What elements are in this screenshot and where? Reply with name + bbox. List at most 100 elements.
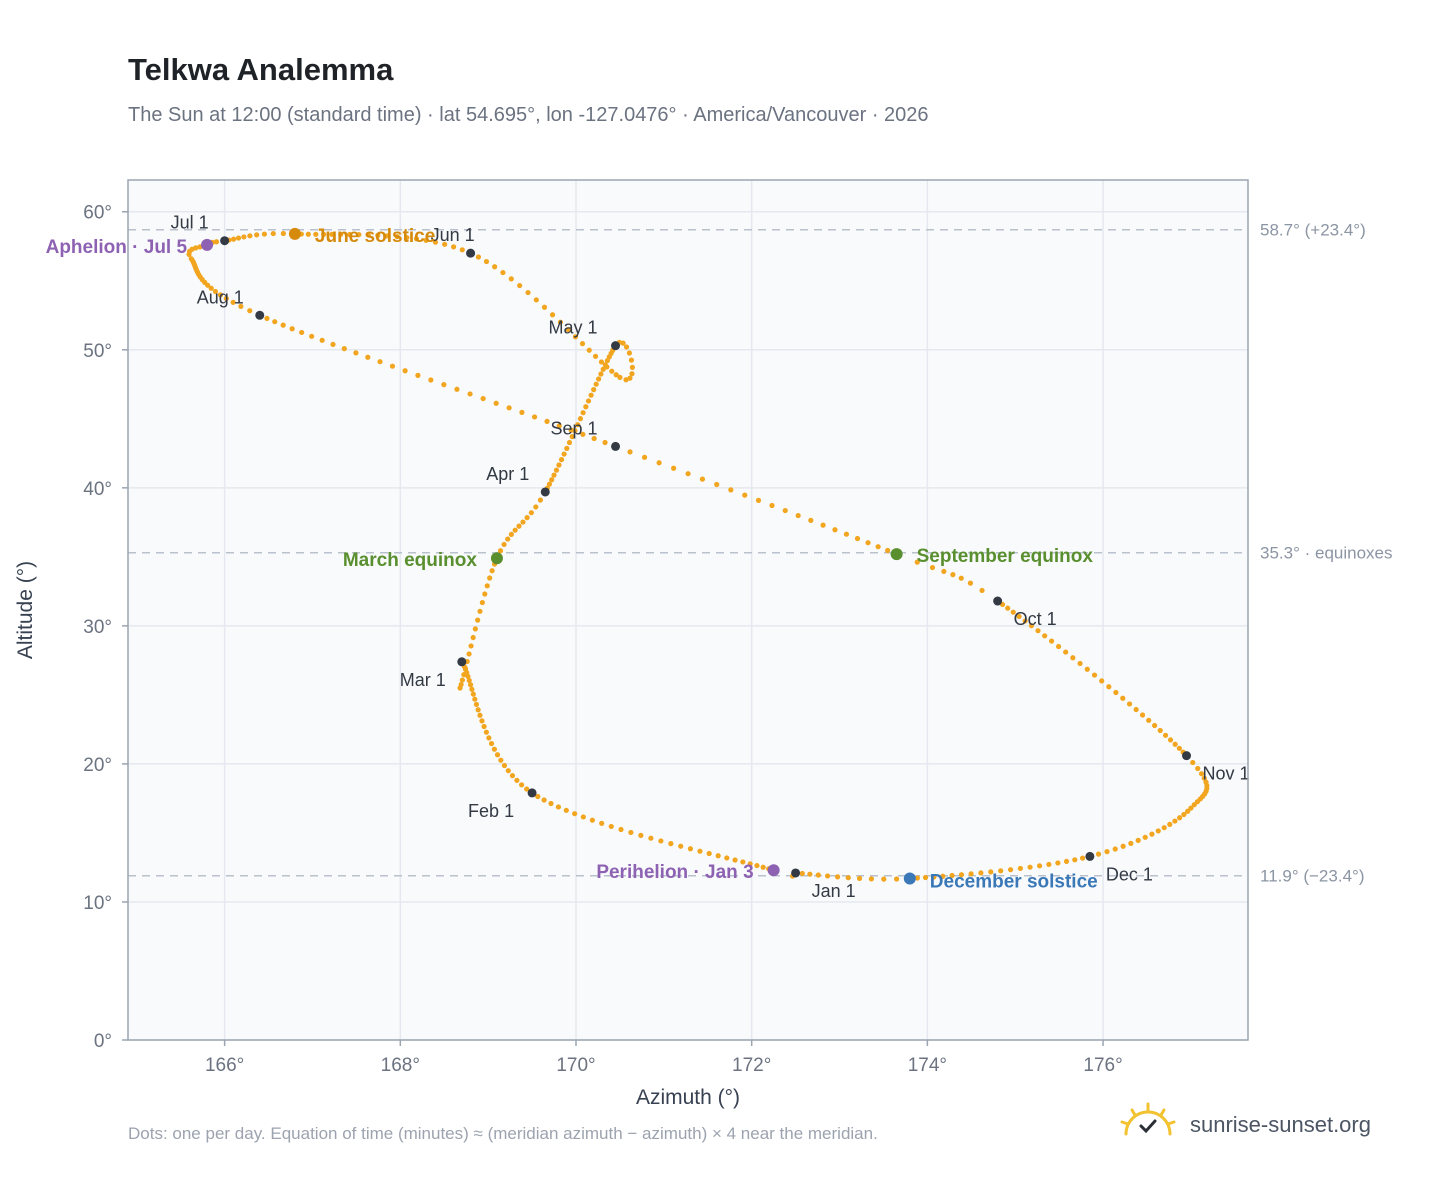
y-tick-label: 40° (83, 479, 112, 500)
analemma-daily-dot (321, 231, 327, 237)
analemma-daily-dot (553, 467, 560, 473)
month-label: Nov 1 (1203, 764, 1250, 784)
analemma-daily-dot (568, 427, 574, 433)
analemma-daily-dot (533, 504, 539, 510)
analemma-daily-dot (1022, 618, 1028, 624)
analemma-daily-dot (648, 835, 654, 841)
analemma-daily-dot (299, 329, 305, 336)
analemma-daily-dot (480, 395, 486, 402)
analemma-daily-dot (479, 599, 485, 606)
analemma-daily-dot (968, 871, 974, 877)
analemma-daily-dot (1146, 717, 1152, 723)
analemma-daily-dot (493, 400, 499, 406)
reference-line-label: 58.7° (+23.4°) (1260, 221, 1366, 240)
analemma-daily-dot (1195, 765, 1201, 772)
analemma-daily-dot (940, 873, 946, 879)
analemma-daily-dot (747, 861, 753, 867)
analemma-daily-dot (1139, 712, 1146, 718)
analemma-daily-dot (566, 439, 573, 446)
analemma-daily-dot (1072, 857, 1078, 863)
analemma-daily-dot (466, 677, 472, 684)
analemma-daily-dot (595, 376, 602, 382)
analemma-daily-dot (620, 340, 626, 346)
analemma-daily-dot (988, 869, 994, 875)
analemma-daily-dot (389, 363, 396, 369)
footnote: Dots: one per day. Equation of time (min… (128, 1124, 878, 1143)
analemma-daily-dot (508, 531, 514, 538)
analemma-daily-dot (914, 559, 920, 565)
analemma-daily-dot (589, 817, 595, 823)
month-marker (1085, 851, 1095, 861)
analemma-daily-dot (583, 404, 589, 410)
analemma-daily-dot (580, 814, 586, 820)
analemma-daily-dot (1112, 846, 1118, 852)
analemma-daily-dot (1010, 609, 1016, 615)
analemma-daily-dot (629, 371, 635, 377)
analemma-daily-dot (714, 481, 720, 488)
analemma-daily-dot (586, 347, 592, 353)
analemma-daily-dot (505, 536, 511, 542)
analemma-daily-dot (979, 587, 985, 594)
analemma-daily-dot (1063, 858, 1070, 865)
analemma-daily-dot (656, 460, 662, 466)
month-label: Oct 1 (1014, 609, 1057, 629)
month-marker (1182, 751, 1192, 761)
analemma-daily-dot (473, 701, 480, 708)
analemma-daily-dot (628, 829, 634, 836)
analemma-daily-dot (1133, 706, 1139, 713)
brand-name: sunrise-sunset.org (1190, 1112, 1371, 1137)
analemma-daily-dot (1027, 864, 1033, 870)
x-tick-label: 172° (732, 1055, 771, 1076)
analemma-daily-dot (524, 786, 530, 792)
month-label: Aug 1 (197, 287, 244, 307)
month-label: Apr 1 (486, 464, 529, 484)
analemma-daily-dot (1191, 802, 1197, 808)
analemma-daily-dot (487, 575, 493, 581)
analemma-daily-dot (593, 381, 599, 387)
analemma-daily-dot (687, 846, 694, 852)
x-axis-ticks: 166° 168° 170° 172° 174° 176° (205, 1040, 1123, 1076)
month-label: Mar 1 (400, 670, 446, 690)
analemma-daily-dot (1190, 759, 1196, 766)
analemma-daily-dot (186, 251, 192, 257)
analemma-daily-dot (477, 712, 483, 718)
analemma-daily-dot (489, 568, 495, 574)
analemma-daily-dot (520, 519, 526, 525)
analemma-daily-dot (402, 368, 408, 374)
analemma-daily-dot (556, 462, 562, 468)
brand-logo[interactable]: sunrise-sunset.org (1120, 1100, 1420, 1150)
analemma-daily-dot (1095, 851, 1102, 857)
analemma-daily-dot (608, 823, 614, 830)
analemma-daily-dot (1126, 701, 1133, 707)
plot-area (128, 180, 1248, 1040)
analemma-daily-dot (492, 264, 498, 270)
analemma-daily-dot (213, 239, 220, 245)
analemma-daily-dot (865, 540, 871, 546)
analemma-daily-dot (551, 472, 557, 478)
analemma-daily-dot (569, 434, 575, 440)
analemma-daily-dot (600, 366, 606, 372)
analemma-daily-dot (484, 583, 490, 589)
analemma-daily-dot (442, 241, 448, 247)
analemma-daily-dot (706, 850, 712, 857)
month-marker (611, 341, 621, 351)
analemma-daily-dot (238, 303, 244, 310)
analemma-daily-dot (609, 368, 615, 374)
event-marker (490, 552, 503, 565)
analemma-daily-dot (537, 497, 544, 503)
month-marker (466, 248, 476, 258)
analemma-daily-dot (1055, 643, 1062, 650)
analemma-daily-dot (1048, 638, 1055, 644)
x-tick-label: 176° (1083, 1055, 1122, 1076)
analemma-daily-dot (922, 874, 929, 881)
analemma-daily-dot (820, 522, 826, 528)
analemma-daily-dot (1042, 633, 1048, 639)
analemma-daily-dot (949, 872, 955, 879)
analemma-daily-dot (231, 236, 237, 242)
analemma-daily-dot (512, 527, 518, 533)
event-marker (767, 864, 780, 877)
analemma-daily-dot (699, 476, 706, 482)
analemma-daily-dot (1185, 808, 1191, 814)
analemma-daily-dot (528, 510, 534, 516)
analemma-daily-dot (1070, 655, 1076, 661)
